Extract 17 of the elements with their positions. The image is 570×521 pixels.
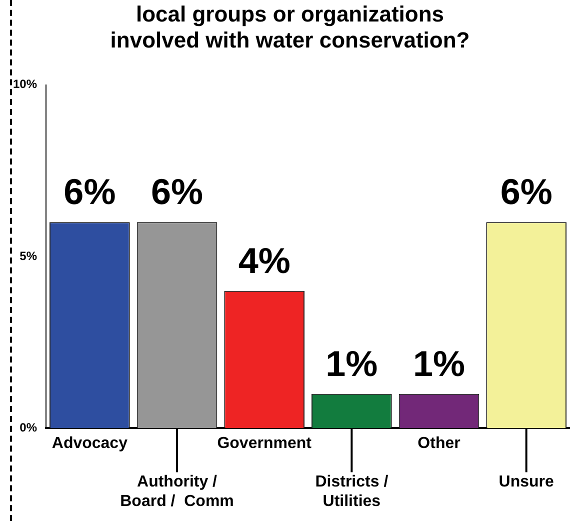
x-tick-label: Districts / Utilities xyxy=(315,474,389,510)
x-tick-label: Government xyxy=(217,435,312,452)
y-tick-label: 10% xyxy=(12,77,38,92)
y-tick-label: 0% xyxy=(20,420,38,435)
data-label: 6% xyxy=(151,171,204,212)
x-tick-label: Authority / Board / Comm xyxy=(120,474,234,510)
data-label: 1% xyxy=(412,342,466,384)
data-label: 6% xyxy=(64,171,116,212)
data-label: 4% xyxy=(238,240,290,281)
text: involved with water conservation? xyxy=(110,28,470,53)
x-tick-label: Advocacy xyxy=(52,435,128,452)
x-tick-label: Other xyxy=(418,435,460,452)
x-tick-label: Unsure xyxy=(498,474,554,491)
text: local groups or organizations xyxy=(136,1,444,26)
y-tick-label: 5% xyxy=(20,248,38,263)
data-label: 6% xyxy=(500,171,552,212)
data-label: 1% xyxy=(326,342,378,384)
